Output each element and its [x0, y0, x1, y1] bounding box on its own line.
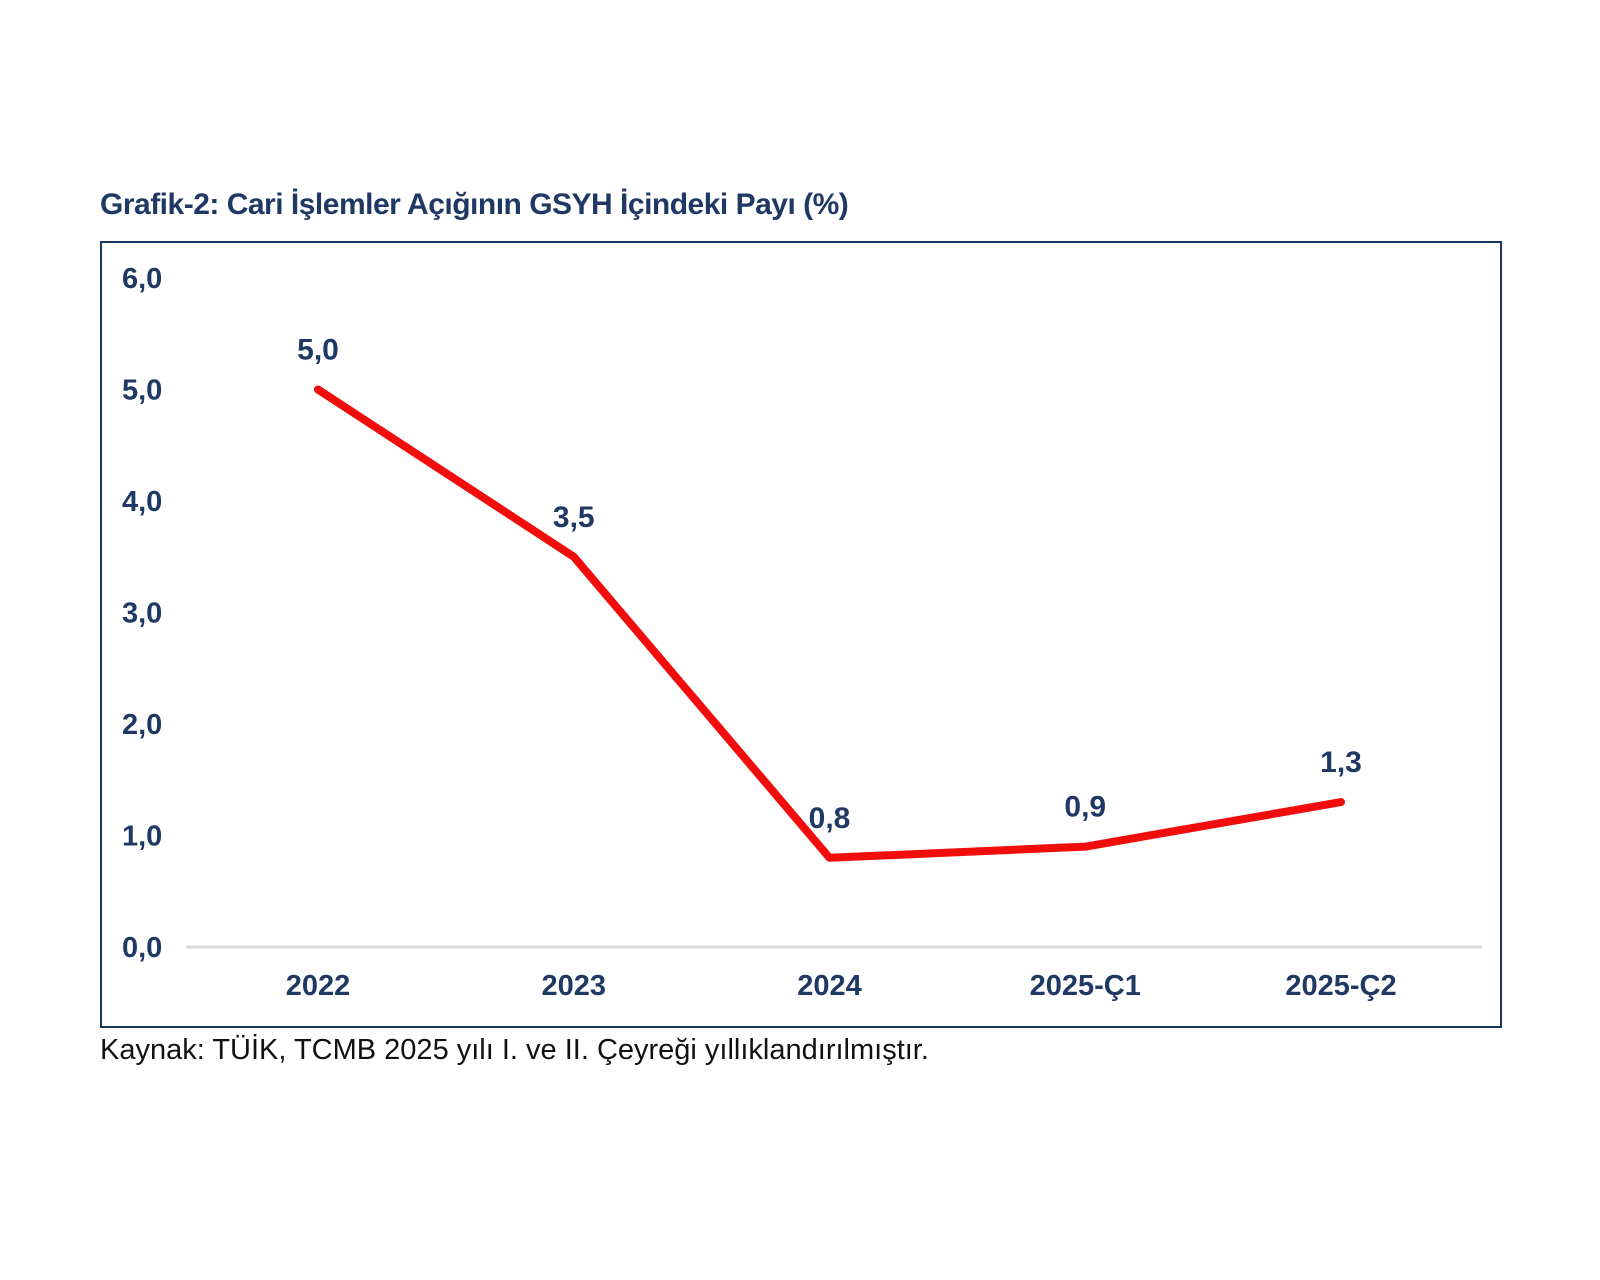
x-axis-category-label: 2025-Ç2 — [1285, 970, 1396, 1002]
y-axis-tick-label: 6,0 — [122, 263, 162, 295]
line-chart: 6,0 5,0 4,0 3,0 2,0 1,0 0,0 5,0 3,5 0,8 0,9 1,3 2022… — [122, 263, 1482, 1002]
y-axis-tick-label: 4,0 — [122, 486, 162, 518]
data-label: 5,0 — [297, 334, 339, 367]
data-label: 0,9 — [1064, 791, 1106, 824]
y-axis-tick-label: 0,0 — [122, 932, 162, 964]
data-label: 3,5 — [553, 501, 595, 534]
chart-title: Grafik-2: Cari İşlemler Açığının GSYH İç… — [100, 188, 849, 221]
data-label: 0,8 — [809, 802, 851, 835]
source-note: Kaynak: TÜİK, TCMB 2025 yılı I. ve II. Ç… — [100, 1034, 929, 1066]
y-axis-tick-label: 3,0 — [122, 598, 162, 630]
x-axis-category-label: 2024 — [797, 970, 862, 1002]
y-axis-tick-label: 1,0 — [122, 821, 162, 853]
data-label: 1,3 — [1320, 746, 1362, 779]
y-axis-tick-label: 2,0 — [122, 709, 162, 741]
chart-frame: 6,0 5,0 4,0 3,0 2,0 1,0 0,0 5,0 3,5 0,8 0,9 1,3 2022… — [100, 241, 1502, 1028]
x-axis-category-label: 2025-Ç1 — [1030, 970, 1141, 1002]
series-line — [314, 385, 1345, 862]
y-axis-tick-label: 5,0 — [122, 375, 162, 407]
x-axis-category-label: 2023 — [541, 970, 606, 1002]
x-axis-category-label: 2022 — [286, 970, 351, 1002]
